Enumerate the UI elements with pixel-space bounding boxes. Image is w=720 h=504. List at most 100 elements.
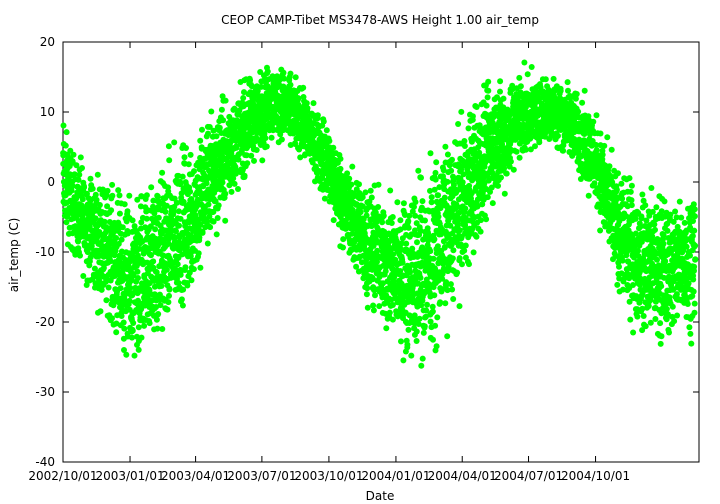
data-point: [121, 297, 128, 304]
data-point: [214, 215, 221, 221]
data-point: [442, 143, 449, 150]
data-point: [196, 234, 203, 241]
data-point: [340, 236, 347, 243]
data-points: [60, 59, 699, 369]
data-point: [648, 185, 655, 191]
data-point: [441, 194, 448, 201]
data-point: [414, 239, 420, 246]
data-point: [103, 297, 110, 304]
data-point: [203, 180, 210, 187]
data-point: [444, 178, 451, 185]
data-point: [357, 209, 364, 216]
data-point: [581, 87, 588, 94]
data-point: [182, 264, 189, 271]
data-point: [524, 71, 531, 78]
data-point: [218, 106, 225, 113]
data-point: [264, 68, 271, 75]
data-point: [155, 311, 162, 317]
data-point: [244, 160, 251, 167]
data-point: [340, 244, 346, 251]
data-point: [372, 292, 378, 299]
x-tick-label: 2003/01/01: [95, 469, 164, 483]
data-point: [146, 287, 153, 294]
data-point: [418, 362, 425, 369]
data-point: [154, 193, 161, 200]
data-point: [240, 95, 247, 101]
data-point: [456, 303, 463, 310]
y-tick-label: -40: [35, 455, 55, 469]
data-point: [141, 322, 148, 329]
data-point: [389, 214, 396, 220]
data-point: [412, 212, 419, 219]
data-point: [138, 219, 145, 226]
data-point: [501, 190, 508, 197]
y-tick-label: -10: [35, 245, 55, 259]
x-tick-label: 2004/04/01: [428, 469, 497, 483]
data-point: [138, 334, 145, 341]
data-point: [513, 148, 520, 155]
data-point: [205, 130, 211, 137]
data-point: [287, 81, 294, 88]
data-point: [150, 258, 157, 265]
data-point: [222, 97, 229, 104]
data-point: [326, 138, 333, 144]
data-point: [126, 298, 133, 305]
x-tick-label: 2003/07/01: [227, 469, 296, 483]
data-point: [153, 316, 160, 323]
data-point: [171, 139, 178, 146]
data-point: [248, 83, 255, 90]
data-point: [222, 190, 229, 197]
data-point: [130, 272, 137, 279]
data-point: [197, 137, 204, 144]
data-point: [626, 175, 633, 182]
x-tick-label: 2004/01/01: [361, 469, 430, 483]
data-point: [130, 320, 137, 326]
data-point: [164, 306, 171, 313]
data-point: [660, 240, 667, 247]
data-point: [155, 214, 162, 221]
data-point: [653, 204, 660, 211]
data-point: [113, 329, 120, 336]
data-point: [176, 222, 182, 229]
data-point: [510, 166, 517, 173]
data-point: [134, 196, 141, 203]
data-point: [124, 230, 131, 237]
data-point: [121, 347, 127, 353]
data-point: [444, 151, 451, 158]
data-point: [405, 218, 412, 225]
data-point: [104, 187, 111, 194]
data-point: [235, 156, 242, 163]
data-point: [597, 130, 604, 137]
data-point: [177, 181, 184, 188]
data-point: [129, 217, 136, 224]
data-point: [379, 219, 386, 226]
data-point: [408, 352, 415, 359]
data-point: [302, 151, 309, 158]
data-point: [77, 252, 83, 259]
data-point: [413, 338, 420, 344]
data-point: [129, 334, 135, 341]
data-point: [433, 159, 440, 166]
data-point: [241, 89, 247, 96]
data-point: [424, 301, 430, 308]
data-point: [419, 198, 426, 205]
data-point: [593, 112, 600, 119]
data-point: [389, 316, 396, 323]
data-point: [173, 228, 179, 235]
data-point: [154, 325, 161, 332]
data-point: [124, 208, 131, 215]
data-point: [477, 228, 484, 235]
data-point: [405, 326, 412, 333]
data-point: [433, 343, 440, 350]
data-point: [135, 346, 142, 353]
data-point: [528, 64, 535, 70]
data-point: [184, 282, 191, 289]
data-point: [498, 174, 504, 181]
data-point: [120, 319, 127, 326]
data-point: [521, 59, 528, 66]
data-point: [489, 200, 496, 207]
data-point: [195, 250, 202, 257]
data-point: [462, 205, 469, 212]
y-tick-label: 0: [47, 175, 55, 189]
data-point: [92, 215, 99, 222]
